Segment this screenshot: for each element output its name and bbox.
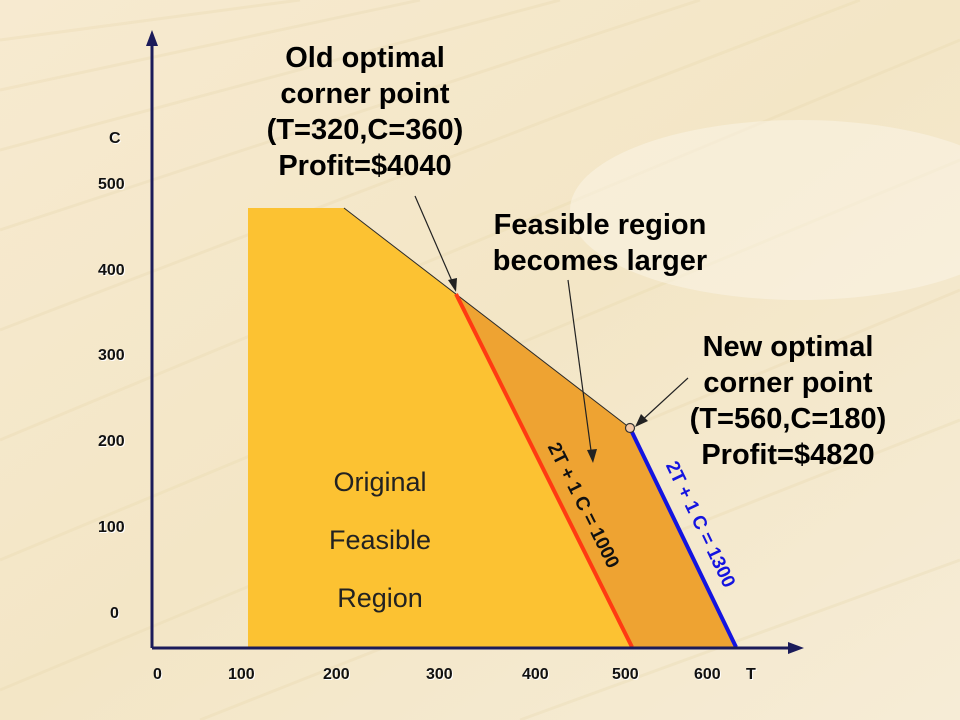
feasible-larger-line-1: Feasible region: [493, 209, 707, 241]
y-axis-arrow: [146, 30, 158, 46]
pointer-old-optimal: [414, 195, 456, 289]
pointer-old-optimal-head: [448, 278, 457, 292]
y-axis-name: C: [109, 130, 121, 147]
old-optimal-line-2: corner point: [280, 78, 450, 110]
old-optimal-line-3: (T=320,C=360): [266, 114, 464, 146]
x-tick-100: 100: [228, 666, 255, 683]
new-optimal-line-4: Profit=$4820: [701, 439, 875, 471]
x-tick-200: 200: [323, 666, 350, 683]
y-tick-500: 500: [98, 176, 125, 193]
feasible-larger-annotation: Feasible region becomes larger: [472, 207, 728, 279]
x-tick-500: 500: [612, 666, 639, 683]
y-tick-400: 400: [98, 262, 125, 279]
region-label-line-1: Original: [333, 467, 427, 497]
old-optimal-line-1: Old optimal: [285, 42, 445, 74]
y-tick-300: 300: [98, 347, 125, 364]
new-optimal-line-3: (T=560,C=180): [689, 403, 887, 435]
constraint-line-1300: [628, 427, 738, 648]
original-feasible-region: [248, 208, 632, 647]
old-optimal-annotation: Old optimal corner point (T=320,C=360) P…: [246, 40, 484, 184]
pointer-new-optimal: [637, 377, 689, 425]
top-boundary: [343, 207, 631, 429]
y-tick-200: 200: [98, 433, 125, 450]
y-tick-100: 100: [98, 519, 125, 536]
constraint-line-1000: [454, 293, 634, 648]
new-optimal-point: [624, 422, 636, 434]
pointer-new-optimal-head: [635, 414, 648, 427]
x-tick-400: 400: [522, 666, 549, 683]
pointer-feasible-larger-head: [587, 449, 597, 463]
x-tick-0: 0: [153, 666, 162, 683]
x-tick-300: 300: [426, 666, 453, 683]
x-axis-name: T: [746, 666, 756, 683]
region-label-line-3: Region: [337, 583, 423, 613]
y-tick-0: 0: [110, 605, 119, 622]
old-optimal-line-4: Profit=$4040: [278, 150, 452, 182]
new-optimal-annotation: New optimal corner point (T=560,C=180) P…: [668, 329, 908, 473]
new-optimal-line-1: New optimal: [702, 331, 874, 363]
added-feasible-region: [456, 294, 736, 647]
region-label: Original Feasible Region: [300, 462, 460, 636]
new-optimal-line-2: corner point: [703, 367, 873, 399]
pointer-feasible-larger: [567, 279, 593, 459]
x-tick-600: 600: [694, 666, 721, 683]
region-label-line-2: Feasible: [328, 525, 432, 555]
x-axis-arrow: [788, 642, 804, 654]
feasible-larger-line-2: becomes larger: [492, 245, 708, 277]
